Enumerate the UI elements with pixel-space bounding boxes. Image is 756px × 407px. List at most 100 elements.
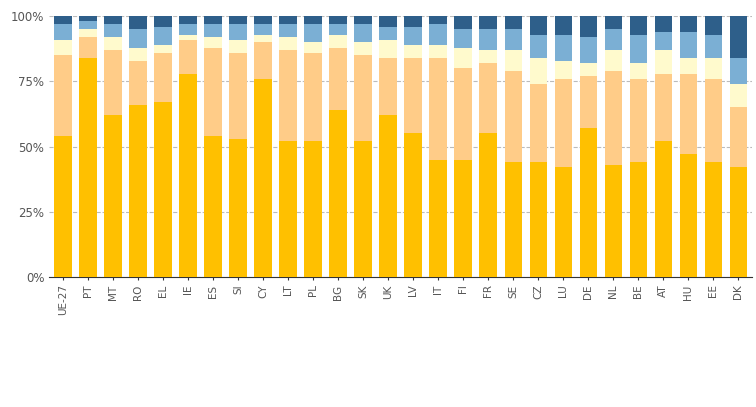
Bar (229, 24, 246, 40)
Bar (79, 29, 97, 37)
Bar (454, 48, 472, 68)
Bar (305, 42, 322, 53)
Bar (580, 76, 597, 128)
Bar (479, 29, 497, 50)
Bar (555, 167, 572, 277)
Bar (154, 16, 172, 27)
Bar (555, 16, 572, 35)
Bar (279, 50, 297, 141)
Bar (380, 16, 397, 27)
Bar (330, 35, 347, 48)
Bar (680, 32, 697, 58)
Bar (204, 16, 222, 24)
Bar (54, 55, 72, 136)
Bar (454, 29, 472, 48)
Bar (305, 141, 322, 277)
Bar (229, 139, 246, 277)
Bar (705, 58, 722, 79)
Bar (179, 74, 197, 277)
Bar (580, 37, 597, 63)
Bar (680, 154, 697, 277)
Bar (680, 74, 697, 154)
Bar (380, 115, 397, 277)
Bar (129, 105, 147, 277)
Bar (479, 50, 497, 63)
Bar (404, 133, 422, 277)
Bar (580, 63, 597, 76)
Bar (279, 24, 297, 37)
Bar (404, 27, 422, 45)
Bar (529, 16, 547, 35)
Bar (179, 35, 197, 40)
Bar (54, 136, 72, 277)
Bar (504, 162, 522, 277)
Bar (605, 165, 622, 277)
Bar (380, 27, 397, 40)
Bar (229, 53, 246, 139)
Bar (529, 162, 547, 277)
Bar (279, 141, 297, 277)
Bar (605, 71, 622, 165)
Bar (129, 16, 147, 29)
Bar (454, 68, 472, 160)
Bar (454, 160, 472, 277)
Bar (655, 32, 672, 50)
Bar (79, 16, 97, 22)
Bar (179, 40, 197, 74)
Bar (429, 45, 447, 58)
Bar (305, 24, 322, 42)
Bar (555, 61, 572, 79)
Bar (229, 16, 246, 24)
Bar (529, 58, 547, 84)
Bar (630, 79, 647, 162)
Bar (404, 16, 422, 27)
Bar (730, 167, 747, 277)
Bar (355, 24, 372, 42)
Bar (404, 45, 422, 58)
Bar (254, 42, 272, 79)
Bar (555, 79, 572, 167)
Bar (479, 16, 497, 29)
Bar (479, 63, 497, 133)
Bar (730, 84, 747, 107)
Bar (154, 53, 172, 102)
Bar (555, 35, 572, 61)
Bar (605, 16, 622, 29)
Bar (655, 141, 672, 277)
Bar (529, 84, 547, 162)
Bar (254, 16, 272, 24)
Bar (79, 37, 97, 58)
Bar (104, 24, 122, 37)
Bar (429, 160, 447, 277)
Bar (680, 16, 697, 32)
Bar (355, 42, 372, 55)
Bar (129, 61, 147, 105)
Bar (705, 162, 722, 277)
Bar (54, 24, 72, 40)
Bar (705, 16, 722, 35)
Bar (54, 40, 72, 55)
Bar (429, 24, 447, 45)
Bar (154, 27, 172, 45)
Bar (305, 16, 322, 24)
Bar (179, 16, 197, 24)
Bar (504, 29, 522, 50)
Bar (79, 22, 97, 29)
Bar (229, 40, 246, 53)
Bar (279, 37, 297, 50)
Bar (580, 16, 597, 37)
Bar (730, 58, 747, 84)
Bar (655, 16, 672, 32)
Bar (104, 16, 122, 24)
Bar (254, 24, 272, 35)
Bar (680, 58, 697, 74)
Bar (330, 110, 347, 277)
Bar (380, 40, 397, 58)
Bar (705, 35, 722, 58)
Bar (254, 35, 272, 42)
Bar (104, 50, 122, 115)
Bar (54, 16, 72, 24)
Bar (104, 37, 122, 50)
Bar (504, 71, 522, 162)
Bar (129, 29, 147, 48)
